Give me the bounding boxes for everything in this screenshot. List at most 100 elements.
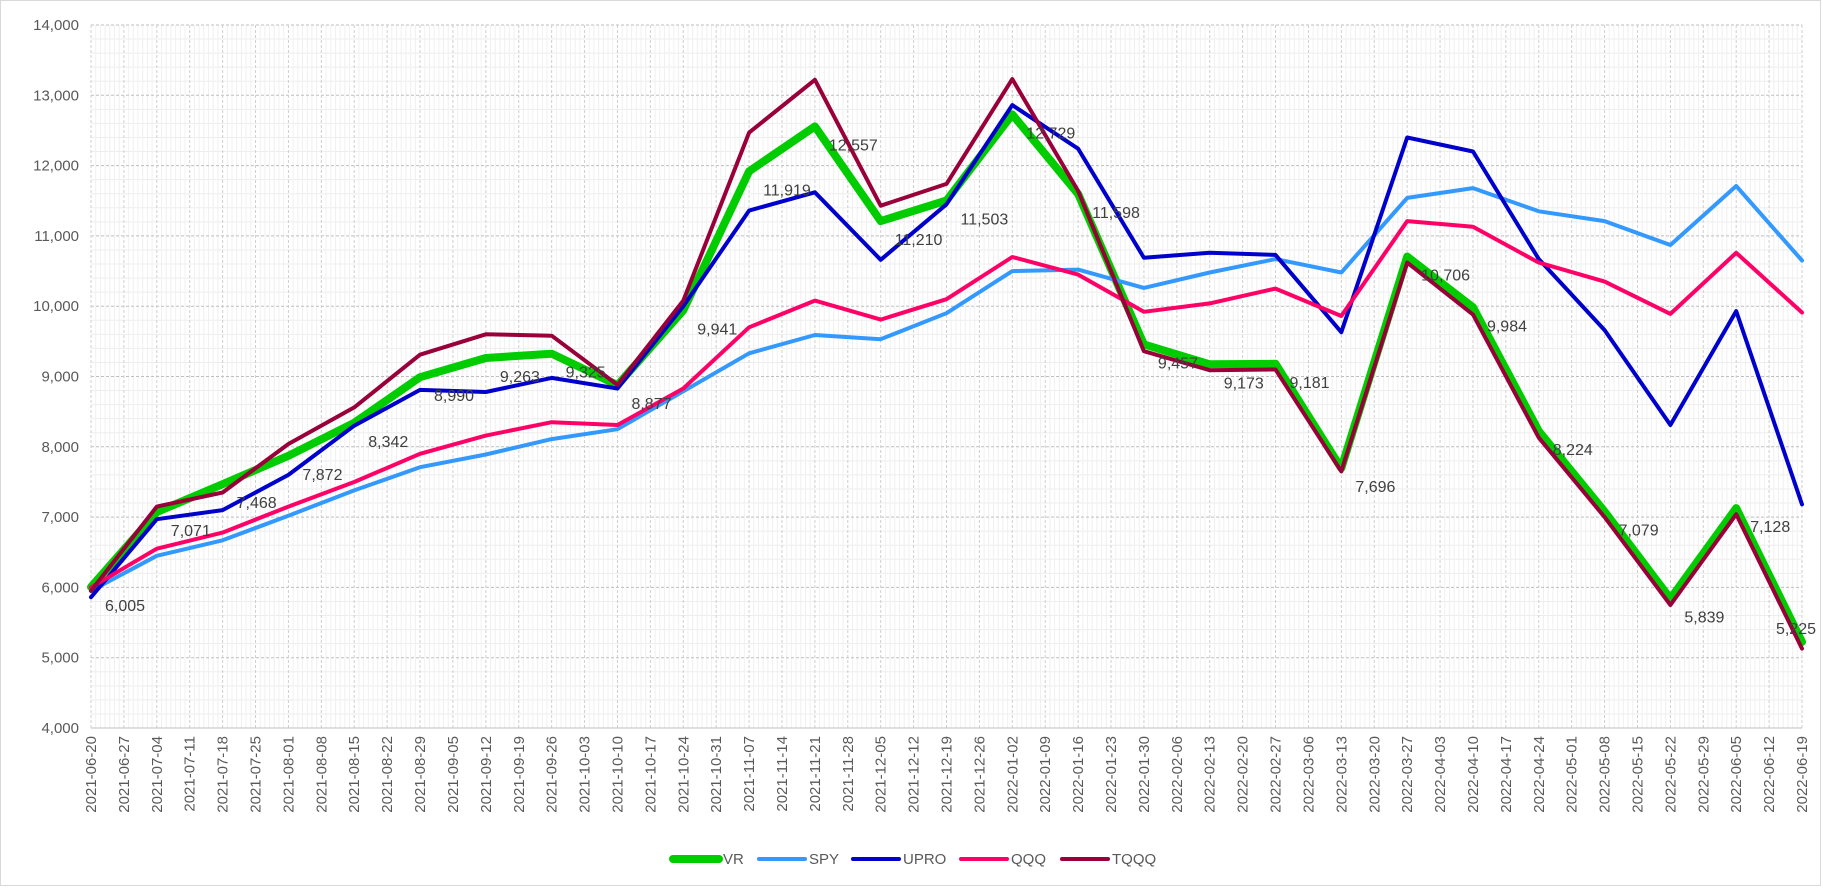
x-tick-label: 2021-06-27 — [116, 736, 133, 813]
x-tick-label: 2022-04-24 — [1531, 736, 1548, 813]
data-label: 7,468 — [237, 495, 277, 512]
data-label: 9,984 — [1487, 318, 1527, 335]
y-tick-label: 8,000 — [41, 439, 79, 456]
x-tick-label: 2022-02-27 — [1268, 736, 1285, 813]
data-label: 8,877 — [631, 396, 671, 413]
x-tick-label: 2022-04-17 — [1498, 736, 1515, 813]
legend-label-upro: UPRO — [903, 851, 946, 868]
x-tick-label: 2021-07-18 — [215, 736, 232, 813]
series-line-tqqq — [89, 77, 1804, 651]
x-tick-label: 2021-10-24 — [675, 736, 692, 813]
x-tick-label: 2022-01-09 — [1037, 736, 1054, 813]
x-tick-label: 2021-10-31 — [708, 736, 725, 813]
x-tick-label: 2022-02-13 — [1202, 736, 1219, 813]
data-label: 8,990 — [434, 388, 474, 405]
x-tick-label: 2021-06-20 — [83, 736, 100, 813]
y-tick-label: 5,000 — [41, 650, 79, 667]
x-tick-label: 2021-11-14 — [774, 736, 791, 812]
x-tick-label: 2022-02-06 — [1169, 736, 1186, 813]
x-tick-label: 2022-01-16 — [1070, 736, 1087, 813]
x-tick-label: 2022-03-20 — [1366, 736, 1383, 813]
x-tick-label: 2021-11-07 — [741, 736, 758, 812]
x-tick-label: 2021-09-26 — [544, 736, 561, 813]
y-tick-label: 13,000 — [33, 87, 79, 104]
x-tick-label: 2022-01-02 — [1004, 736, 1021, 813]
x-tick-label: 2021-09-05 — [445, 736, 462, 813]
data-label: 12,557 — [829, 137, 878, 154]
data-label: 7,071 — [171, 523, 211, 540]
legend-label-spy: SPY — [809, 851, 839, 868]
data-label: 11,919 — [763, 182, 811, 199]
x-tick-label: 2022-06-05 — [1728, 736, 1745, 813]
data-label: 9,457 — [1158, 355, 1198, 372]
major-gridlines — [90, 24, 1803, 729]
x-tick-label: 2022-05-22 — [1662, 736, 1679, 813]
data-label: 5,839 — [1684, 610, 1724, 627]
legend-label-qqq: QQQ — [1011, 851, 1046, 868]
data-label: 8,342 — [368, 434, 408, 451]
x-tick-label: 2021-08-22 — [379, 736, 396, 813]
x-tick-label: 2021-07-04 — [149, 736, 166, 813]
data-label: 7,872 — [302, 467, 342, 484]
x-tick-label: 2022-04-10 — [1465, 736, 1482, 813]
x-tick-label: 2022-05-08 — [1597, 736, 1614, 813]
y-axis-ticks: 4,000 5,000 6,000 7,000 8,000 9,000 10,000 11,0… — [33, 17, 79, 737]
x-tick-label: 2021-07-25 — [248, 736, 265, 813]
data-label: 7,128 — [1750, 519, 1790, 536]
data-label: 5,225 — [1776, 621, 1816, 638]
x-tick-label: 2022-05-29 — [1695, 736, 1712, 813]
series-line-upro — [89, 103, 1804, 600]
x-tick-label: 2021-12-05 — [873, 736, 890, 813]
x-tick-label: 2021-12-19 — [939, 736, 956, 813]
x-tick-label: 2022-04-03 — [1432, 736, 1449, 813]
data-label: 7,079 — [1619, 523, 1659, 540]
y-tick-label: 10,000 — [33, 298, 79, 315]
x-tick-label: 2021-08-01 — [280, 736, 297, 813]
x-tick-label: 2021-11-21 — [807, 736, 824, 812]
data-label: 7,696 — [1355, 479, 1395, 496]
legend: VR SPY UPRO QQQ TQQQ — [669, 851, 1156, 868]
data-label: 9,181 — [1290, 375, 1330, 392]
x-tick-label: 2021-10-03 — [577, 736, 594, 813]
data-label: 12,729 — [1026, 125, 1075, 142]
data-label: 10,706 — [1421, 268, 1470, 285]
x-tick-label: 2022-05-15 — [1629, 736, 1646, 813]
legend-label-tqqq: TQQQ — [1112, 851, 1156, 868]
y-tick-label: 4,000 — [41, 720, 79, 737]
x-tick-label: 2021-10-10 — [609, 736, 626, 813]
data-label: 11,503 — [961, 212, 1009, 229]
x-tick-label: 2021-08-08 — [313, 736, 330, 813]
x-tick-label: 2021-10-17 — [642, 736, 659, 813]
y-tick-label: 14,000 — [33, 17, 79, 34]
y-tick-label: 6,000 — [41, 579, 79, 596]
x-tick-label: 2021-11-28 — [840, 736, 857, 812]
data-label: 11,210 — [895, 232, 943, 249]
data-label: 9,173 — [1224, 375, 1264, 392]
x-tick-label: 2022-05-01 — [1564, 736, 1581, 813]
x-tick-label: 2022-06-12 — [1761, 736, 1778, 813]
data-labels: 6,005 7,071 7,468 7,872 8,342 8,990 9,263 9,325… — [105, 125, 1816, 638]
x-tick-label: 2021-12-26 — [971, 736, 988, 813]
data-label: 9,941 — [697, 321, 737, 338]
series-line-spy — [89, 184, 1804, 593]
x-tick-label: 2021-09-12 — [478, 736, 495, 813]
x-tick-label: 2022-03-06 — [1300, 736, 1317, 813]
x-tick-label: 2022-03-27 — [1399, 736, 1416, 813]
data-label: 8,224 — [1553, 442, 1593, 459]
data-label: 9,263 — [500, 369, 540, 386]
x-tick-label: 2021-07-11 — [182, 736, 199, 812]
x-axis-ticks: 2021-06-20 2021-06-27 2021-07-04 2021-07-11… — [83, 736, 1811, 813]
x-tick-label: 2021-08-29 — [412, 736, 429, 813]
x-tick-label: 2022-06-19 — [1794, 736, 1811, 813]
legend-label-vr: VR — [723, 851, 744, 868]
series-lines — [87, 77, 1806, 651]
x-tick-label: 2022-01-23 — [1103, 736, 1120, 813]
data-label: 6,005 — [105, 598, 145, 615]
series-line-vr — [87, 110, 1806, 646]
x-tick-label: 2022-01-30 — [1136, 736, 1153, 813]
data-label: 9,325 — [566, 365, 606, 382]
x-tick-label: 2021-08-15 — [346, 736, 363, 813]
y-tick-label: 7,000 — [41, 509, 79, 526]
